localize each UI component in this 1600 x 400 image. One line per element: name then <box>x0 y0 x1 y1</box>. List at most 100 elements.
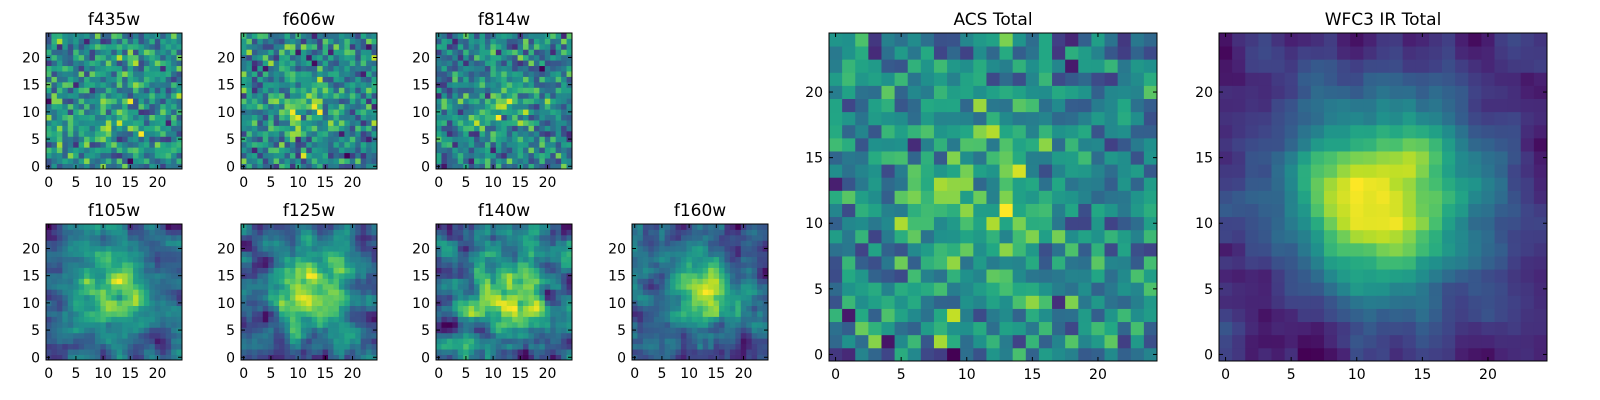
heatmap-cell <box>523 343 529 350</box>
heatmap-cell <box>56 120 63 126</box>
heatmap-cell <box>544 71 551 77</box>
heatmap-cell <box>273 49 280 56</box>
heatmap-cell <box>751 234 758 241</box>
heatmap-cell <box>78 163 85 170</box>
heatmap-cell <box>355 147 362 154</box>
heatmap-cell <box>338 141 345 148</box>
heatmap-cell <box>355 316 362 323</box>
heatmap-cell <box>648 229 655 236</box>
heatmap-cell <box>686 251 693 258</box>
heatmap-cell <box>539 125 546 132</box>
heatmap-cell <box>366 283 372 290</box>
heatmap-cell <box>273 141 280 148</box>
heatmap-cell <box>675 305 682 312</box>
heatmap-cell <box>855 242 869 257</box>
heatmap-cell <box>273 251 280 258</box>
heatmap-cell <box>751 272 758 279</box>
heatmap-cell <box>111 114 118 121</box>
heatmap-cell <box>751 289 758 296</box>
heatmap-cell <box>51 163 58 170</box>
heatmap-cell <box>133 343 139 350</box>
heatmap-cell <box>78 332 85 339</box>
heatmap-cell <box>89 234 96 241</box>
heatmap-cell <box>762 332 769 339</box>
heatmap-cell <box>436 87 442 94</box>
heatmap-cell <box>495 87 502 94</box>
heatmap-cell <box>133 43 139 50</box>
heatmap-cell <box>338 158 345 164</box>
heatmap-cell <box>457 43 464 50</box>
heatmap-cell <box>251 240 258 247</box>
heatmap-cell <box>686 294 693 301</box>
heatmap-cell <box>311 54 318 61</box>
heatmap-cell <box>62 81 69 88</box>
heatmap-cell <box>479 76 486 83</box>
heatmap-cell <box>484 130 491 137</box>
heatmap-cell <box>171 300 177 306</box>
heatmap-cell <box>241 338 247 345</box>
heatmap-cell <box>73 338 80 345</box>
heatmap-cell <box>67 321 74 328</box>
heatmap-cell <box>842 229 856 244</box>
plot-title: f814w <box>478 10 530 30</box>
heatmap-cell <box>446 256 453 263</box>
heatmap-cell <box>133 300 139 306</box>
heatmap-cell <box>89 321 96 328</box>
heatmap-cell <box>149 163 156 170</box>
heatmap-cell <box>842 295 856 309</box>
heatmap-cell <box>349 234 356 241</box>
heatmap-cell <box>154 278 161 285</box>
heatmap-cell <box>73 316 80 323</box>
heatmap-cell <box>56 256 63 263</box>
heatmap-cell <box>268 43 275 50</box>
heatmap-cell <box>506 262 513 268</box>
heatmap-cell <box>501 300 508 306</box>
heatmap-cell <box>105 43 112 50</box>
heatmap-cell <box>855 151 869 165</box>
heatmap-cell <box>133 33 139 39</box>
heatmap-cell <box>1078 321 1092 336</box>
heatmap-cell <box>328 33 334 39</box>
heatmap-cell <box>67 152 74 159</box>
heatmap-cell <box>94 60 101 67</box>
heatmap-cell <box>441 87 448 94</box>
heatmap-cell <box>317 327 323 334</box>
heatmap-cell <box>122 311 128 317</box>
heatmap-cell <box>176 316 183 323</box>
heatmap-cell <box>279 71 285 77</box>
heatmap-cell <box>446 120 453 126</box>
heatmap-cell <box>262 71 269 77</box>
heatmap-cell <box>84 103 90 110</box>
heatmap-cell <box>495 103 502 110</box>
heatmap-cell <box>999 282 1014 296</box>
heatmap-cell <box>306 136 313 143</box>
heatmap-cell <box>441 43 448 50</box>
heatmap-cell <box>555 224 562 230</box>
heatmap-cell <box>506 234 513 241</box>
heatmap-cell <box>349 92 356 99</box>
x-tick-label: 0 <box>239 175 248 191</box>
heatmap-cell <box>517 311 524 317</box>
heatmap-cell <box>544 158 551 164</box>
heatmap-cell <box>262 141 269 148</box>
heatmap-cell <box>171 125 177 132</box>
heatmap-cell <box>143 114 150 121</box>
heatmap-cell <box>501 49 508 56</box>
heatmap-cell <box>273 33 280 39</box>
heatmap-cell <box>143 224 150 230</box>
heatmap-cell <box>300 92 307 99</box>
heatmap-cell <box>289 120 296 126</box>
heatmap-cell <box>490 262 497 268</box>
heatmap-cell <box>729 300 736 306</box>
heatmap-cell <box>84 54 90 61</box>
heatmap-cell <box>729 327 736 334</box>
heatmap-cell <box>735 332 742 339</box>
heatmap-cell <box>122 38 128 45</box>
heatmap-cell <box>127 262 134 268</box>
heatmap-cell <box>94 256 101 263</box>
heatmap-cell <box>355 114 362 121</box>
heatmap-cell <box>463 278 470 285</box>
heatmap-cell <box>697 311 704 317</box>
heatmap-cell <box>512 251 518 258</box>
heatmap-cell <box>360 316 367 323</box>
